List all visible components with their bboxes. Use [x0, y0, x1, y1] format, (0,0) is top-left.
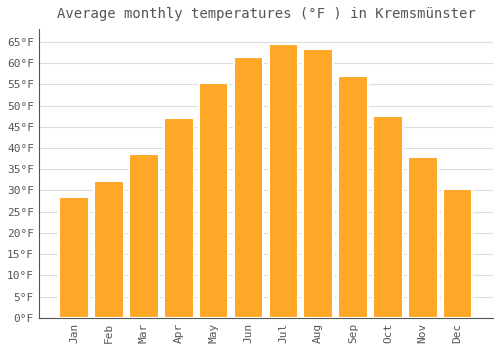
Bar [408, 156, 438, 318]
Bar [199, 83, 228, 318]
Bar [60, 197, 89, 318]
Bar [94, 181, 124, 318]
Bar [234, 57, 264, 318]
Bar [373, 116, 402, 318]
Title: Average monthly temperatures (°F ) in Kremsmünster: Average monthly temperatures (°F ) in Kr… [56, 7, 476, 21]
Bar [304, 49, 333, 318]
Bar [164, 118, 194, 318]
Bar [443, 189, 472, 318]
Bar [129, 154, 159, 318]
Bar [268, 44, 298, 318]
Bar [338, 76, 368, 318]
